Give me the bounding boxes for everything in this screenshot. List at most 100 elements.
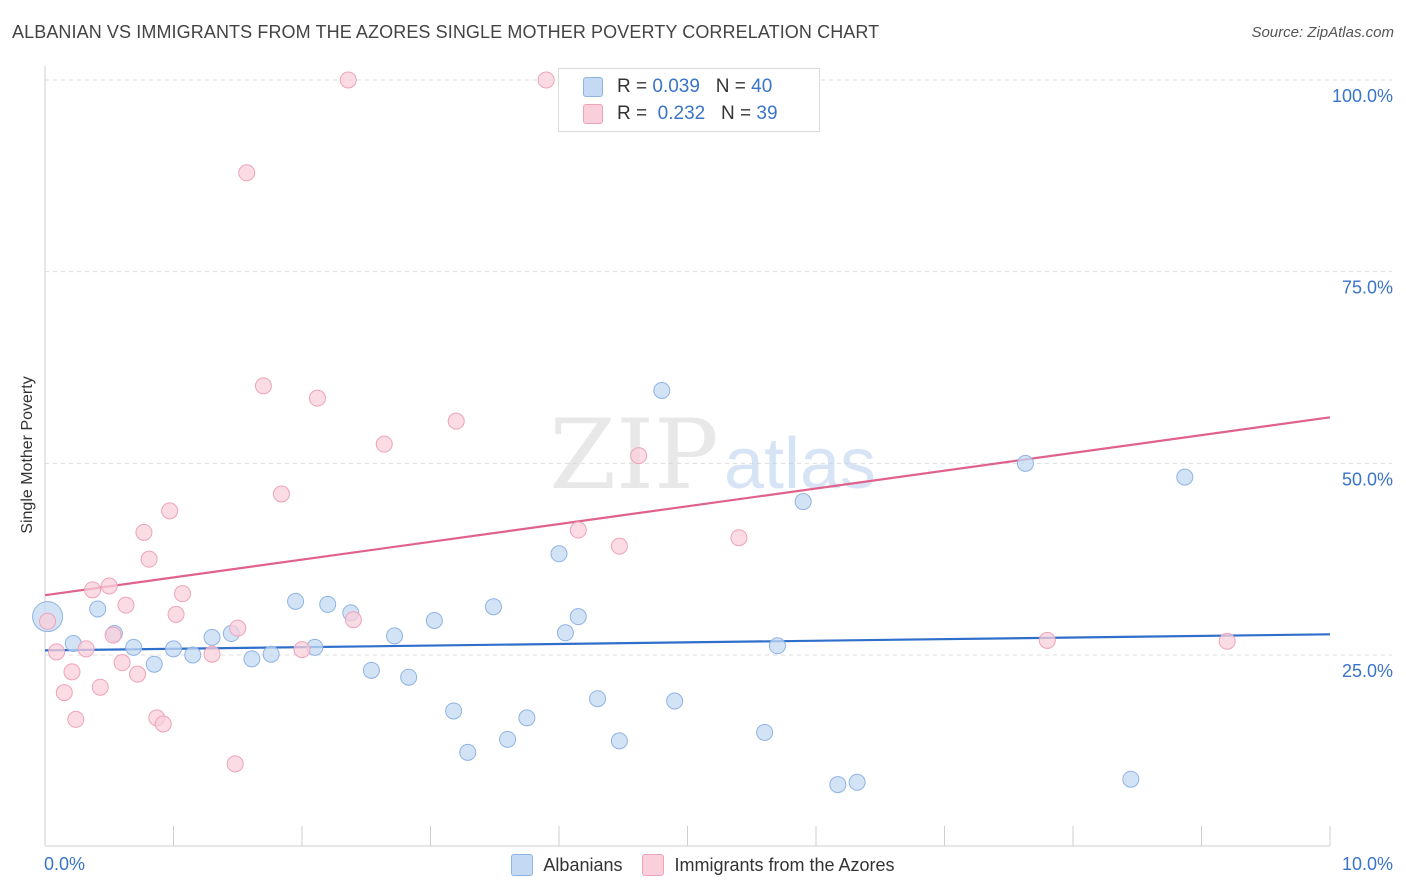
data-point-azores	[229, 619, 247, 637]
trend-line-albanians	[44, 633, 1331, 652]
data-point-azores	[537, 71, 555, 89]
legend-swatch-albanians	[511, 854, 534, 876]
data-point-albanians	[829, 776, 847, 794]
legend-item-albanians[interactable]: Albanians	[511, 854, 622, 876]
y-tick-label: 100.0%	[1332, 86, 1393, 106]
data-point-albanians	[184, 646, 202, 664]
data-point-azores	[630, 447, 648, 465]
data-point-azores	[226, 755, 244, 773]
legend-n-value: 40	[751, 76, 773, 97]
data-point-albanians	[589, 690, 607, 708]
data-point-albanians	[262, 645, 280, 663]
legend-item-azores[interactable]: Immigrants from the Azores	[642, 854, 895, 876]
legend-r-label: R =	[617, 76, 653, 97]
data-point-azores	[140, 550, 158, 568]
data-point-azores	[173, 585, 191, 603]
data-point-albanians	[550, 545, 568, 563]
data-point-albanians	[610, 732, 628, 750]
points-layer	[32, 71, 1236, 794]
legend-n-value: 39	[756, 103, 778, 124]
data-point-azores	[117, 596, 135, 614]
legend-row-azores: R = 0.232 N = 39	[583, 101, 778, 127]
legend-n-label: N =	[715, 76, 752, 97]
data-point-albanians	[362, 661, 380, 679]
data-point-azores	[730, 529, 748, 547]
data-point-azores	[48, 643, 66, 661]
data-point-albanians	[499, 730, 517, 748]
data-point-azores	[129, 665, 147, 683]
data-point-albanians	[145, 655, 163, 673]
trend-layer	[44, 416, 1331, 652]
data-point-albanians	[203, 628, 221, 646]
y-tick-label: 25.0%	[1342, 661, 1393, 681]
data-point-albanians	[165, 640, 182, 658]
data-point-albanians	[768, 637, 786, 655]
data-point-azores	[63, 663, 81, 681]
chart-title: ALBANIAN VS IMMIGRANTS FROM THE AZORES S…	[12, 22, 880, 42]
data-point-azores	[569, 521, 587, 539]
data-point-azores	[203, 645, 221, 663]
data-point-albanians	[1176, 468, 1194, 486]
series-legend: Albanians Immigrants from the Azores	[0, 852, 1406, 878]
data-point-albanians	[653, 382, 671, 399]
legend-label-albanians: Albanians	[543, 854, 623, 875]
y-axis-title: Single Mother Poverty	[19, 376, 36, 534]
data-point-azores	[447, 412, 465, 430]
legend-r-value: 0.039	[652, 76, 700, 97]
data-point-albanians	[1016, 454, 1034, 472]
data-point-azores	[104, 626, 122, 644]
data-point-azores	[293, 641, 311, 659]
data-point-azores	[55, 684, 73, 702]
data-point-azores	[113, 654, 131, 672]
data-point-albanians	[386, 627, 404, 645]
data-point-azores	[91, 678, 109, 696]
y-tick-label: 50.0%	[1342, 469, 1393, 489]
data-point-albanians	[425, 612, 443, 629]
data-point-azores	[1038, 631, 1056, 649]
data-point-azores	[135, 523, 153, 541]
data-point-azores	[154, 715, 172, 733]
y-tick-label: 75.0%	[1342, 278, 1393, 298]
data-point-azores	[308, 389, 326, 407]
source-label: Source: ZipAtlas.com	[1251, 24, 1394, 41]
data-point-albanians	[484, 598, 502, 616]
data-point-azores	[344, 611, 362, 629]
data-point-azores	[39, 612, 57, 630]
legend-swatch-azores	[642, 854, 665, 876]
x-tick-label: 0.0%	[44, 854, 85, 874]
data-point-azores	[67, 710, 85, 728]
data-point-albanians	[287, 592, 305, 610]
legend-r-value: 0.232	[652, 103, 706, 124]
data-point-azores	[161, 502, 179, 520]
data-point-azores	[100, 577, 118, 595]
data-point-azores	[254, 377, 272, 395]
x-tick-label: 10.0%	[1342, 854, 1393, 874]
tick-label-layer: 25.0% 50.0% 75.0% 100.0% 0.0% 10.0%	[44, 86, 1393, 874]
data-point-azores	[272, 485, 290, 503]
trend-line-azores	[44, 416, 1331, 597]
data-point-albanians	[666, 692, 684, 710]
data-point-albanians	[400, 668, 418, 686]
data-point-albanians	[756, 723, 774, 741]
legend-n-label: N =	[721, 103, 757, 124]
data-point-albanians	[794, 493, 812, 511]
watermark: ZIP atlas	[549, 399, 876, 511]
data-point-albanians	[848, 773, 866, 791]
data-point-albanians	[125, 638, 143, 656]
data-point-azores	[339, 71, 357, 89]
legend-swatch-pink	[583, 104, 603, 124]
data-point-azores	[1218, 632, 1236, 650]
legend-swatch-blue	[583, 77, 603, 97]
data-point-azores	[610, 537, 628, 555]
data-point-azores	[375, 435, 393, 453]
data-point-albanians	[459, 743, 477, 761]
axis-layer	[44, 66, 1331, 847]
data-point-azores	[238, 164, 256, 182]
legend-label-azores: Immigrants from the Azores	[674, 854, 895, 875]
data-point-albanians	[518, 709, 536, 727]
legend-row-albanians: R = 0.039 N = 40	[583, 74, 773, 100]
data-point-albanians	[569, 608, 587, 626]
data-point-albanians	[445, 702, 463, 720]
legend-r-label: R =	[617, 103, 653, 124]
data-point-azores	[77, 640, 95, 658]
